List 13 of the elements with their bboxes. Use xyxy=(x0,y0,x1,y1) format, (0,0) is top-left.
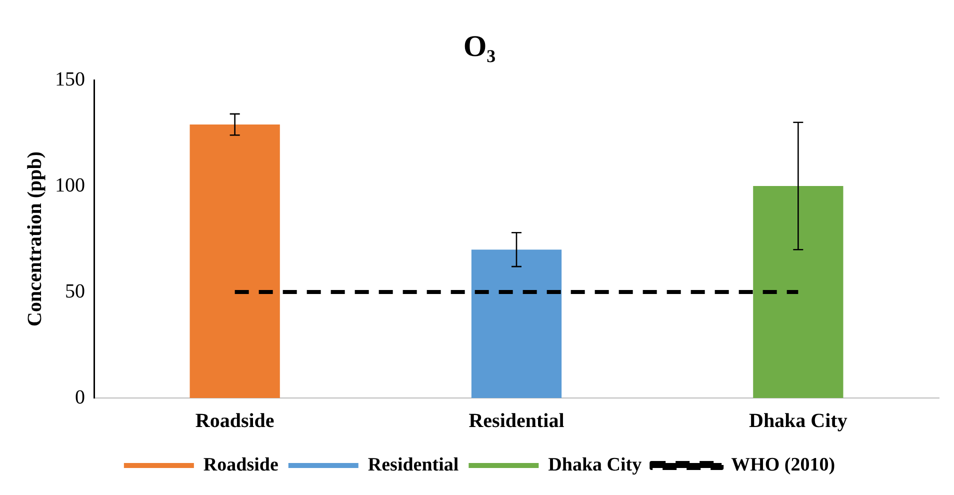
legend-label: Residential xyxy=(368,454,459,476)
chart-title: O₃ xyxy=(463,30,496,63)
x-tick-label: Residential xyxy=(468,410,565,432)
y-tick-label: 50 xyxy=(65,280,85,302)
x-tick-label: Roadside xyxy=(195,410,274,432)
x-tick-label: Dhaka City xyxy=(748,410,848,432)
legend-label: Dhaka City xyxy=(548,454,642,476)
y-tick-label: 100 xyxy=(55,174,85,196)
y-tick-label: 0 xyxy=(75,386,85,408)
y-axis-title: Concentration (ppb) xyxy=(24,151,46,327)
legend-label: Roadside xyxy=(203,454,278,476)
y-tick-label: 150 xyxy=(55,68,85,90)
legend-label: WHO (2010) xyxy=(731,454,836,476)
